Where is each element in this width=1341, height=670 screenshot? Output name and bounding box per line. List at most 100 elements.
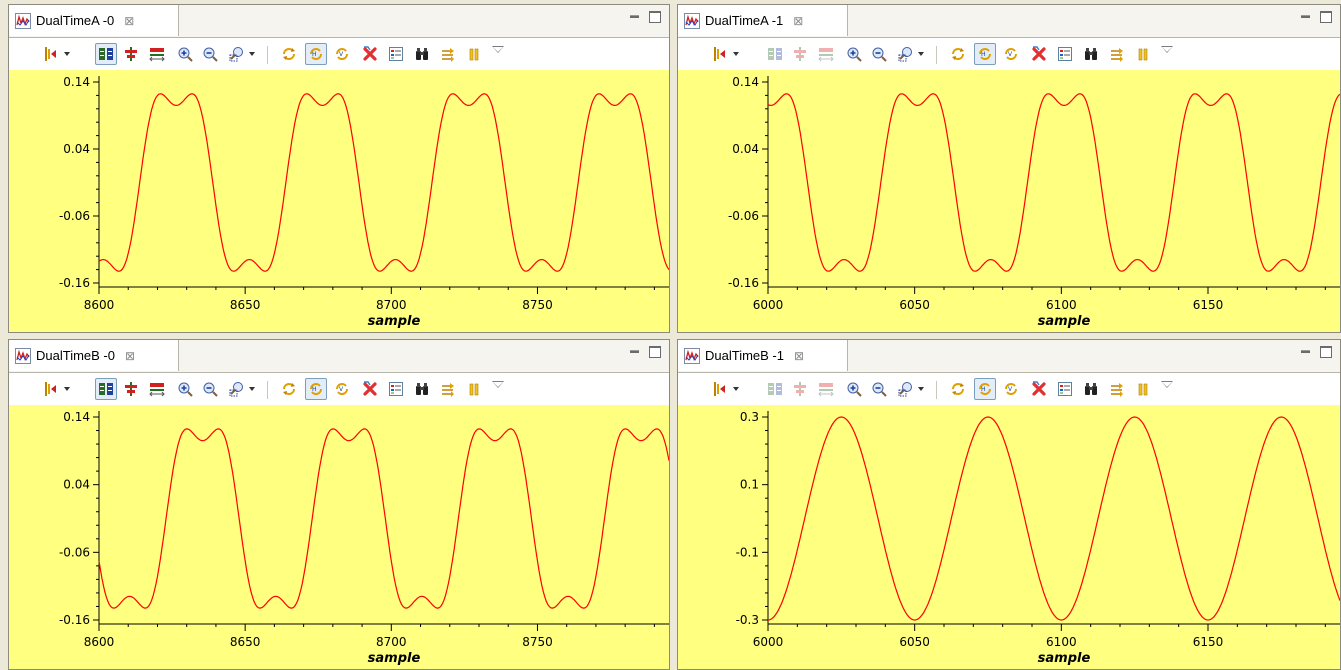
minimize-button[interactable] [629,11,641,23]
find-icon [416,383,428,395]
fit-range-button[interactable] [815,378,837,400]
minimize-button[interactable] [1300,11,1312,23]
zoom-region-button[interactable] [226,378,248,400]
minimize-button[interactable] [1300,346,1312,358]
scroll-lock-button[interactable] [1106,378,1128,400]
link-views-button[interactable] [764,378,786,400]
view-tab[interactable]: DualTimeA -1 ⊠ [678,5,848,36]
sync-horizontal-button[interactable]: H [974,378,996,400]
insertion-marker-button[interactable] [39,378,61,400]
minimize-button[interactable] [629,346,641,358]
delete-button[interactable] [359,378,381,400]
fit-range-button[interactable] [146,378,168,400]
zoom-region-button[interactable] [895,43,917,65]
sync-vertical-button[interactable]: V [1000,43,1022,65]
link-views-button[interactable] [764,43,786,65]
toolbar-separator [936,381,937,399]
sync-icon [283,48,295,60]
maximize-button[interactable] [1320,11,1332,23]
dropdown-arrow-icon[interactable] [64,52,70,56]
sync-button[interactable] [278,378,300,400]
center-button[interactable] [120,43,142,65]
pause-button[interactable] [1132,43,1154,65]
fit-range-button[interactable] [815,43,837,65]
sync-vertical-button[interactable]: V [1000,378,1022,400]
insertion-marker-button[interactable] [708,43,730,65]
find-button[interactable] [411,378,433,400]
close-icon[interactable]: ⊠ [124,348,136,363]
delete-button[interactable] [1028,43,1050,65]
zoom-out-button[interactable] [868,378,890,400]
signal-trace [767,93,1340,272]
delete-button[interactable] [359,43,381,65]
zoom-in-button[interactable] [843,378,865,400]
zoom-in-button[interactable] [174,43,196,65]
zoom-in-button[interactable] [174,378,196,400]
zoom-region-icon [229,382,243,397]
pause-button[interactable] [463,43,485,65]
dropdown-arrow-icon[interactable] [249,387,255,391]
legend-button[interactable] [385,378,407,400]
view-tab[interactable]: DualTimeB -0 ⊠ [9,340,179,371]
pause-button[interactable] [463,378,485,400]
plot-area[interactable]: 0.14 0.04 -0.06 -0.16 6000 6050 6100 6150 sample [678,70,1340,333]
sync-button[interactable] [947,378,969,400]
fit-range-button[interactable] [146,43,168,65]
view-menu-icon[interactable] [1161,46,1173,53]
view-menu-icon[interactable] [492,46,504,53]
insertion-marker-button[interactable] [708,378,730,400]
delete-button[interactable] [1028,378,1050,400]
pause-button[interactable] [1132,378,1154,400]
dropdown-arrow-icon[interactable] [918,387,924,391]
find-button[interactable] [411,43,433,65]
center-button[interactable] [789,378,811,400]
scroll-lock-button[interactable] [437,43,459,65]
close-icon[interactable]: ⊠ [793,348,805,363]
zoom-in-button[interactable] [843,43,865,65]
sync-button[interactable] [278,43,300,65]
zoom-in-icon [847,47,862,62]
sync-horizontal-button[interactable]: H [974,43,996,65]
plot-background [678,405,1340,669]
center-button[interactable] [789,43,811,65]
y-tick-label: -0.06 [728,209,759,223]
zoom-region-button[interactable] [226,43,248,65]
sync-button[interactable] [947,43,969,65]
zoom-out-button[interactable] [199,378,221,400]
dropdown-arrow-icon[interactable] [249,52,255,56]
close-icon[interactable]: ⊠ [793,13,804,28]
sync-vertical-button[interactable]: V [331,43,353,65]
plot-area[interactable]: 0.3 0.1 -0.1 -0.3 6000 6050 6100 6150 sample [678,405,1340,670]
find-button[interactable] [1080,378,1102,400]
zoom-out-button[interactable] [868,43,890,65]
view-menu-icon[interactable] [492,381,504,388]
plot-area[interactable]: 0.14 0.04 -0.06 -0.16 8600 8650 8700 8750 sample [9,70,669,333]
view-tab[interactable]: DualTimeA -0 ⊠ [9,5,179,36]
plot-area[interactable]: 0.14 0.04 -0.06 -0.16 8600 8650 8700 8750 sample [9,405,669,670]
close-icon[interactable]: ⊠ [124,13,135,28]
view-tab[interactable]: DualTimeB -1 ⊠ [678,340,848,371]
sync-horizontal-button[interactable]: H [305,43,327,65]
sync-vertical-button[interactable]: V [331,378,353,400]
maximize-button[interactable] [649,346,661,358]
zoom-region-button[interactable] [895,378,917,400]
scroll-lock-button[interactable] [1106,43,1128,65]
legend-button[interactable] [1054,378,1076,400]
dropdown-arrow-icon[interactable] [733,387,739,391]
center-button[interactable] [120,378,142,400]
zoom-out-button[interactable] [199,43,221,65]
legend-button[interactable] [385,43,407,65]
find-button[interactable] [1080,43,1102,65]
link-views-button[interactable] [95,43,117,65]
link-views-button[interactable] [95,378,117,400]
dropdown-arrow-icon[interactable] [918,52,924,56]
dropdown-arrow-icon[interactable] [64,387,70,391]
dropdown-arrow-icon[interactable] [733,52,739,56]
sync-horizontal-button[interactable]: H [305,378,327,400]
legend-button[interactable] [1054,43,1076,65]
scroll-lock-button[interactable] [437,378,459,400]
view-menu-icon[interactable] [1161,381,1173,388]
maximize-button[interactable] [649,11,661,23]
insertion-marker-button[interactable] [39,43,61,65]
maximize-button[interactable] [1320,346,1332,358]
